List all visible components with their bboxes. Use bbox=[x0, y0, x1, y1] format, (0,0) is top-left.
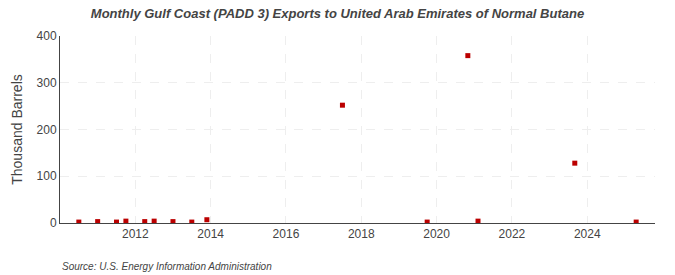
svg-text:200: 200 bbox=[37, 123, 57, 137]
svg-text:2018: 2018 bbox=[348, 227, 375, 241]
svg-text:Monthly Gulf Coast (PADD 3) Ex: Monthly Gulf Coast (PADD 3) Exports to U… bbox=[91, 6, 584, 21]
svg-text:2024: 2024 bbox=[574, 227, 601, 241]
svg-text:400: 400 bbox=[37, 29, 57, 43]
svg-text:100: 100 bbox=[37, 169, 57, 183]
svg-text:Thousand Barrels: Thousand Barrels bbox=[9, 74, 25, 185]
svg-text:2020: 2020 bbox=[423, 227, 450, 241]
svg-text:300: 300 bbox=[37, 76, 57, 90]
svg-text:2022: 2022 bbox=[499, 227, 526, 241]
svg-text:Source: U.S. Energy Informatio: Source: U.S. Energy Information Administ… bbox=[62, 261, 272, 272]
svg-text:0: 0 bbox=[50, 216, 57, 230]
svg-text:2016: 2016 bbox=[273, 227, 300, 241]
svg-text:2012: 2012 bbox=[122, 227, 149, 241]
svg-text:2014: 2014 bbox=[197, 227, 224, 241]
